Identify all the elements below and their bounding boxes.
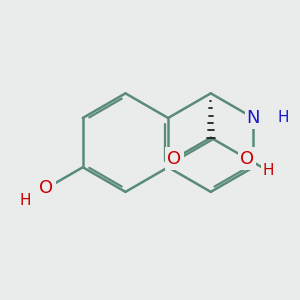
Text: H: H bbox=[20, 193, 31, 208]
Text: H: H bbox=[277, 110, 289, 125]
Text: H: H bbox=[262, 164, 274, 178]
Text: O: O bbox=[40, 179, 54, 197]
Text: N: N bbox=[247, 109, 260, 127]
Text: O: O bbox=[167, 150, 182, 168]
Text: O: O bbox=[240, 150, 254, 168]
